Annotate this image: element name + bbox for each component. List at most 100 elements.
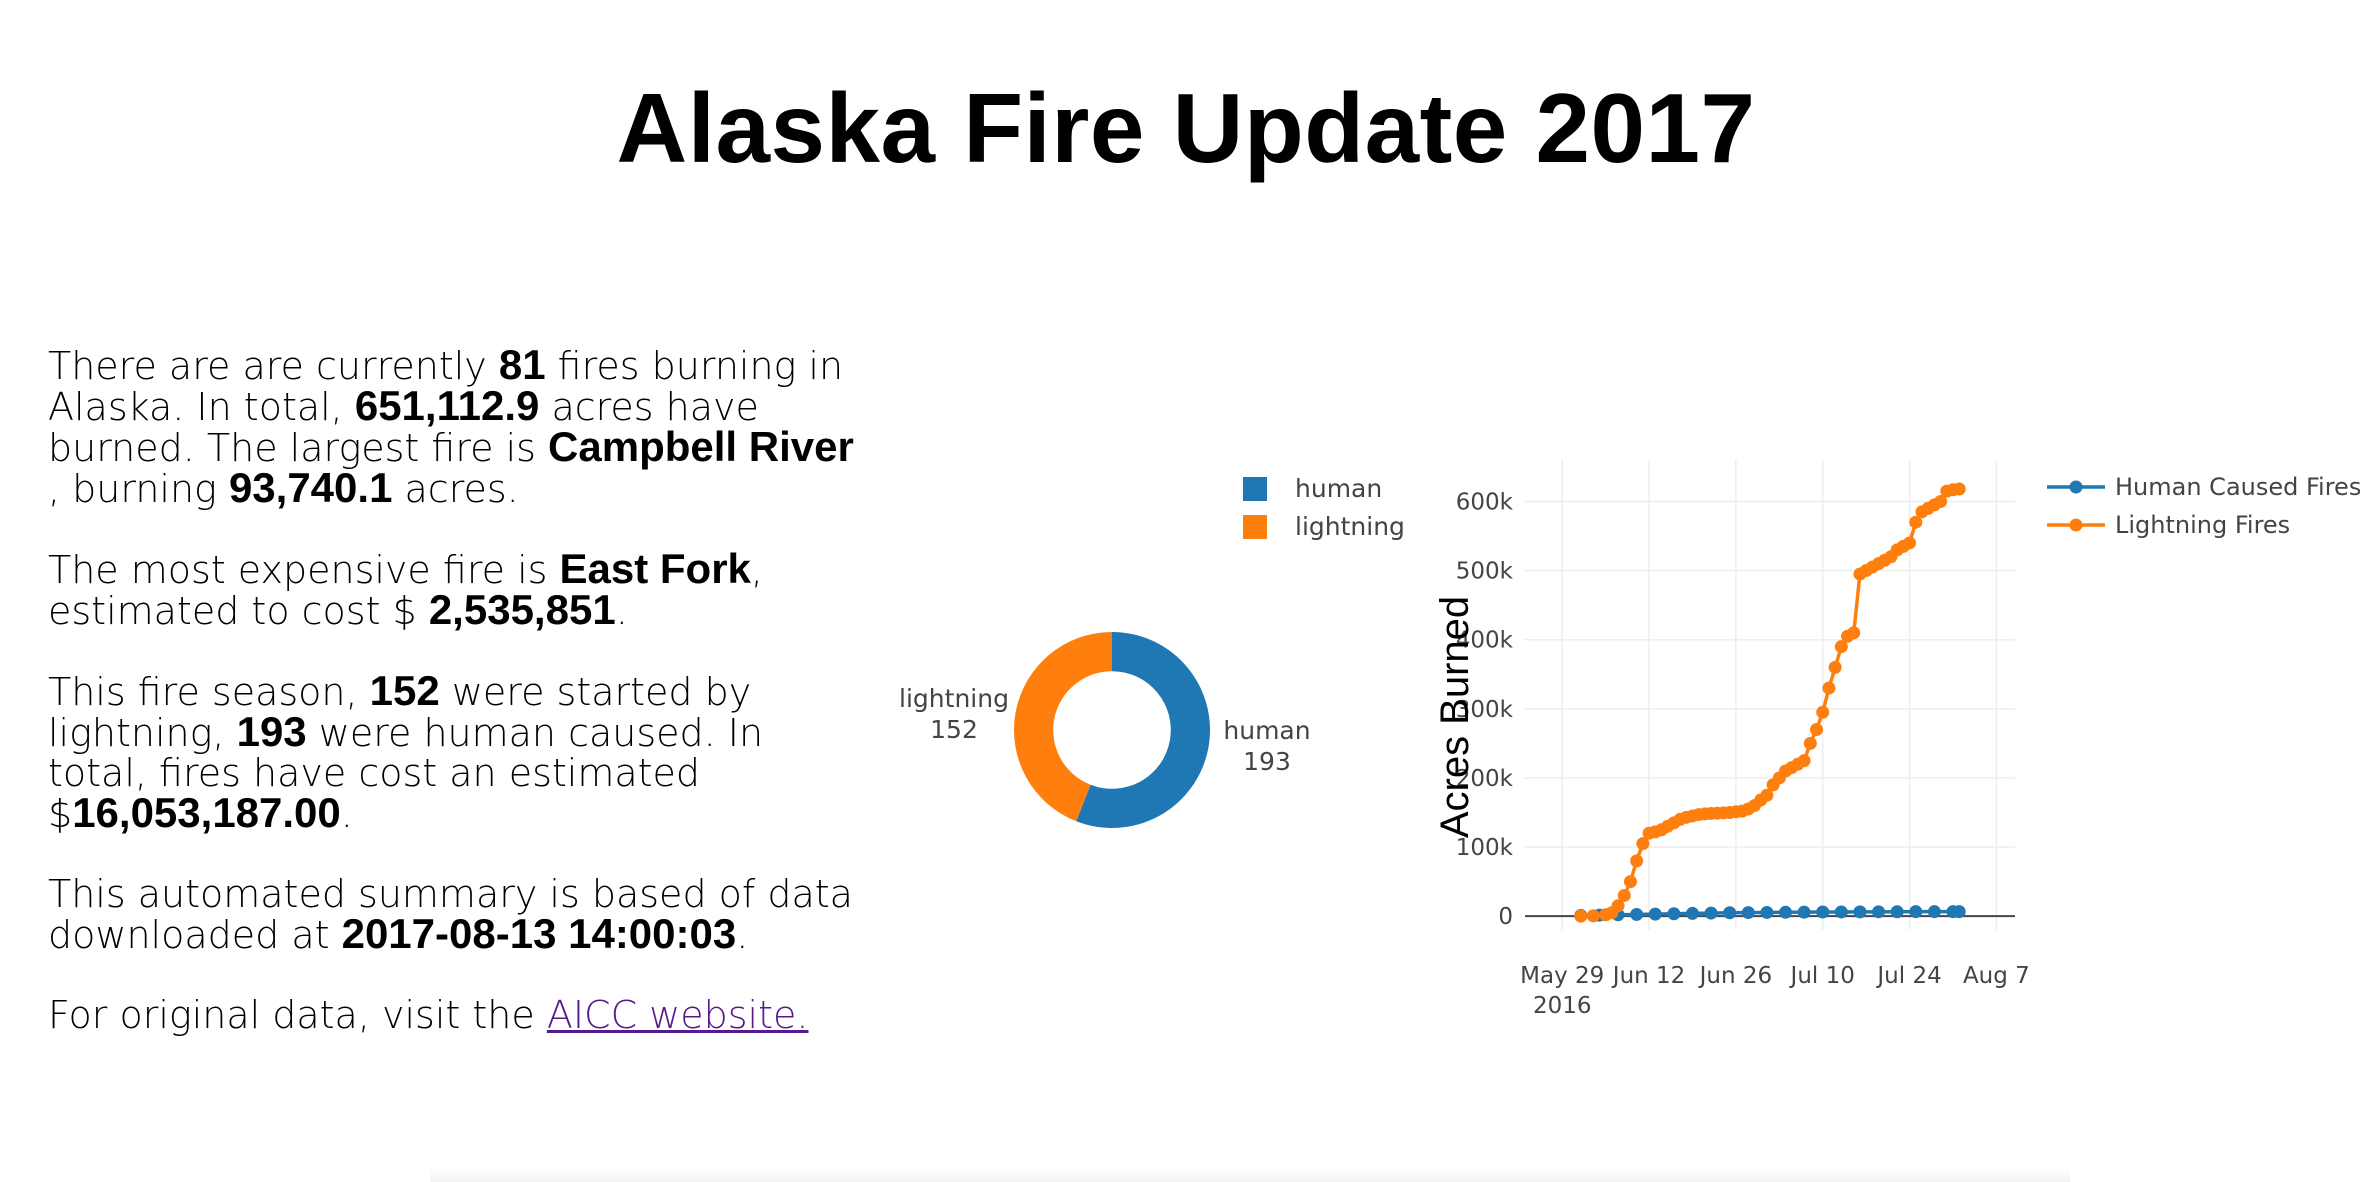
data-point [1586,909,1600,923]
donut-slices [1014,632,1210,828]
y-tick-label: 200k [1456,766,1514,792]
aicc-website-link[interactable]: AICC website. [546,993,809,1037]
data-point [1853,905,1867,919]
data-point [1797,754,1811,768]
data-point [1636,837,1650,851]
text-fragment: This automated summary is based of data … [48,872,853,957]
y-tick-label: 600k [1456,489,1514,515]
data-point [1617,888,1631,902]
lightning-count: 152 [369,667,440,714]
largest-fire-name: Campbell River [548,423,854,470]
download-timestamp: 2017-08-13 14:00:03 [341,910,737,957]
x-tick-label: Jun 26 [1698,963,1773,989]
x-tick-label: May 29 [1520,963,1604,989]
donut-legend: human lightning [1243,474,1405,541]
x-tick-label: Jun 12 [1611,963,1686,989]
data-point [1952,905,1966,919]
text-fragment: , estimated to cost $ [48,548,763,633]
data-point [1760,788,1774,802]
legend-label: Human Caused Fires [2115,473,2360,501]
text-fragment: were started by lightning, [48,670,752,755]
human-count: 193 [236,708,307,755]
data-point [1952,482,1966,496]
text-fragment: This fire season, [48,670,370,714]
slice-value-lightning: 152 [930,715,978,744]
text-fragment: . [736,913,749,957]
series-lightning [1574,482,1966,923]
y-tick-label: 0 [1498,904,1513,930]
page-title: Alaska Fire Update 2017 [616,73,1756,183]
x-tick-label: Aug 7 [1963,963,2030,989]
data-point [1797,905,1811,919]
data-point [1685,906,1699,920]
text-fragment: The most expensive fire is [48,548,560,592]
summary-paragraph-cost: The most expensive fire is East Fork, es… [48,548,868,633]
x-tick-year-label: 2016 [1533,993,1592,1019]
data-point [1704,906,1718,920]
line-chart-series [1574,482,1966,923]
legend-marker [2069,480,2083,494]
summary-text: There are are currently 81 fires burning… [48,344,868,1075]
data-point [1648,907,1662,921]
line-chart-grid [1525,460,2015,930]
slice-label-lightning: lightning [899,684,1009,713]
text-fragment: , burning [48,467,229,511]
data-point [1847,626,1861,640]
text-fragment: were human caused. In total, fires have … [48,711,764,836]
footer-divider [430,1168,2070,1182]
donut-slice-lightning [1014,632,1112,822]
summary-paragraph-fires: There are are currently 81 fires burning… [48,344,868,511]
data-point [1630,907,1644,921]
data-point [1909,905,1923,919]
data-point [1779,905,1793,919]
text-fragment: acres. [392,467,519,511]
data-point [1723,906,1737,920]
data-point [1872,905,1886,919]
data-point [1667,907,1681,921]
total-cost: 16,053,187.00 [72,789,341,836]
line-chart-legend: Human Caused Fires Lightning Fires [2047,473,2360,539]
y-tick-label: 300k [1456,697,1514,723]
data-point [1828,660,1842,674]
x-tick-label: Jul 10 [1789,963,1855,989]
data-point [1816,905,1830,919]
data-point [1803,736,1817,750]
data-point [1890,905,1904,919]
summary-paragraph-source: For original data, visit the AICC websit… [48,995,868,1035]
expensive-fire-cost: 2,535,851 [428,586,616,633]
data-point [1810,723,1824,737]
data-point [1623,875,1637,889]
text-fragment: For original data, visit the [48,993,547,1037]
data-point [1574,909,1588,923]
y-tick-label: 400k [1456,628,1514,654]
x-tick-label: Jul 24 [1875,963,1941,989]
line-chart-axes: 0 100k 200k 300k 400k 500k 600k May 29 2016 Jun 1… [1433,489,2030,1019]
data-point [1909,515,1923,529]
data-point [1834,640,1848,654]
legend-swatch-human [1243,477,1267,501]
data-point [1834,905,1848,919]
data-point [1822,681,1836,695]
donut-slice-human [1076,632,1210,828]
text-fragment: acres have burned. The largest fire is [48,385,759,470]
fires-burning-count: 81 [498,341,546,388]
legend-label: Lightning Fires [2115,511,2290,539]
text-fragment: . [340,792,353,836]
slice-label-human: human [1223,716,1310,745]
y-tick-label: 500k [1456,559,1514,585]
data-point [1903,536,1917,550]
data-point [1927,905,1941,919]
text-fragment: . [615,589,628,633]
slice-value-human: 193 [1243,747,1291,776]
total-acres-burned: 651,112.9 [354,382,540,429]
series-human-caused [1574,905,1966,922]
text-fragment: There are are currently [48,344,499,388]
summary-paragraph-download: This automated summary is based of data … [48,874,868,955]
line-chart: 0 100k 200k 300k 400k 500k 600k May 29 2016 Jun 1… [1433,460,2360,1019]
largest-fire-acres: 93,740.1 [228,464,393,511]
y-tick-label: 100k [1456,835,1514,861]
data-point [1630,854,1644,868]
legend-label-human: human [1295,474,1382,503]
